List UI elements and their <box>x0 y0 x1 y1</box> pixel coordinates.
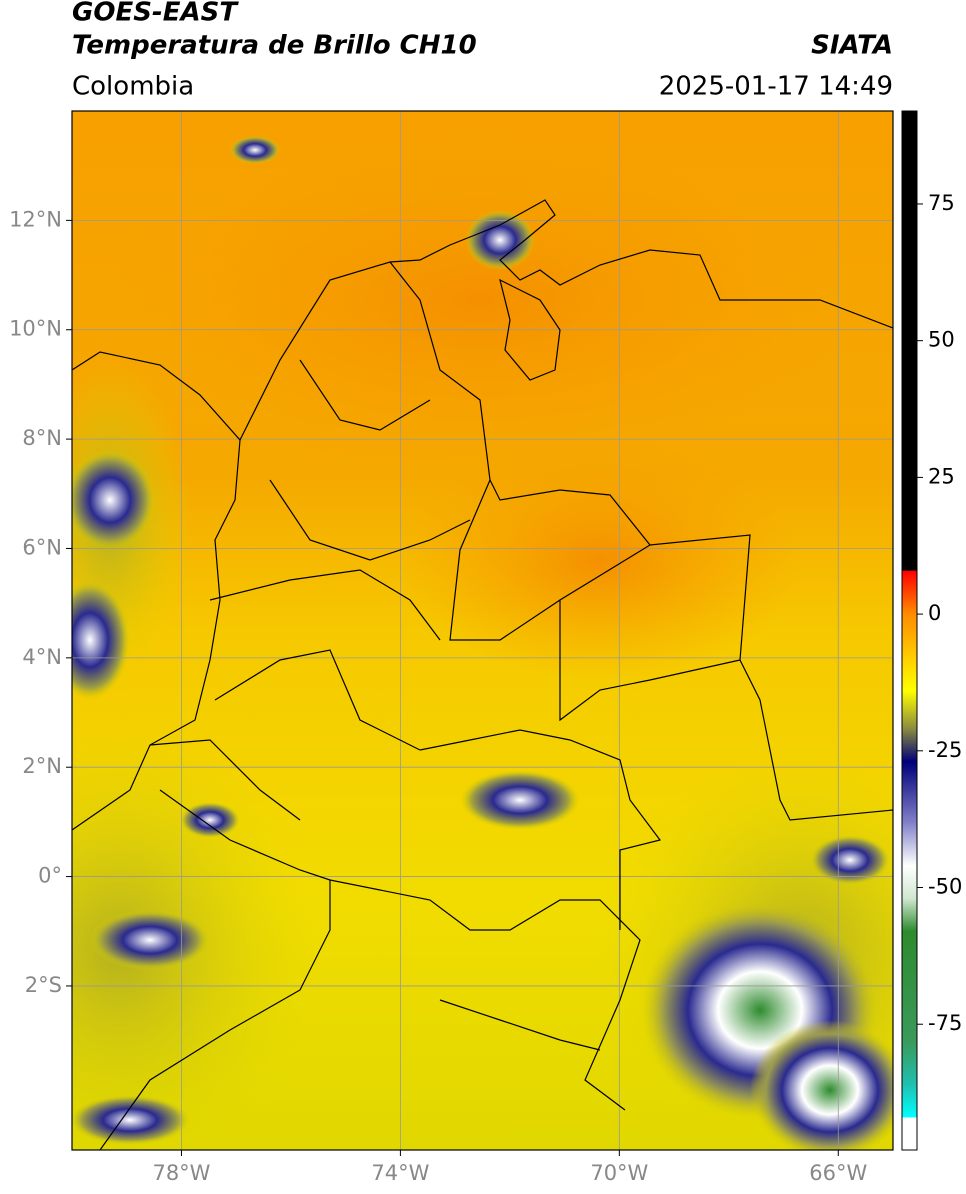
colorbar: 75 50 25 0 -25 -50 -75 <box>901 110 962 1151</box>
colorbar-tick-label: 0 <box>928 601 941 625</box>
source: SIATA <box>811 31 893 61</box>
subtitle: Temperatura de Brillo CH10 <box>72 31 477 61</box>
colorbar-tick-label: 75 <box>928 191 955 215</box>
satellite-image <box>72 111 893 1150</box>
y-tick-label: 8°N <box>22 426 62 450</box>
x-tick-label: 74°W <box>371 1161 429 1185</box>
datetime: 2025-01-17 14:49 <box>659 72 893 102</box>
y-tick-label: 10°N <box>9 317 62 341</box>
y-tick-label: 12°N <box>9 207 62 231</box>
colorbar-tick-label: 25 <box>928 464 955 488</box>
y-tick-label: 0° <box>38 864 62 888</box>
y-tick-label: 2°N <box>22 754 62 778</box>
x-tick-label: 70°W <box>590 1161 648 1185</box>
header: GOES-EAST Temperatura de Brillo CH10 SIA… <box>72 0 893 102</box>
map-frame <box>71 110 894 1151</box>
x-tick-label: 66°W <box>809 1161 867 1185</box>
colorbar-scale <box>901 110 918 1151</box>
colorbar-tick-label: -50 <box>928 875 962 899</box>
colorbar-tick-label: -75 <box>928 1011 962 1035</box>
title: GOES-EAST <box>72 0 239 28</box>
y-tick-label: 2°S <box>25 973 62 997</box>
region: Colombia <box>72 72 194 102</box>
x-tick-label: 78°W <box>152 1161 210 1185</box>
y-tick-label: 4°N <box>22 645 62 669</box>
borders <box>72 199 893 1150</box>
y-tick-label: 6°N <box>22 535 62 559</box>
colorbar-tick-label: 50 <box>928 328 955 352</box>
colorbar-tick-label: -25 <box>928 738 962 762</box>
grid <box>72 111 893 1150</box>
